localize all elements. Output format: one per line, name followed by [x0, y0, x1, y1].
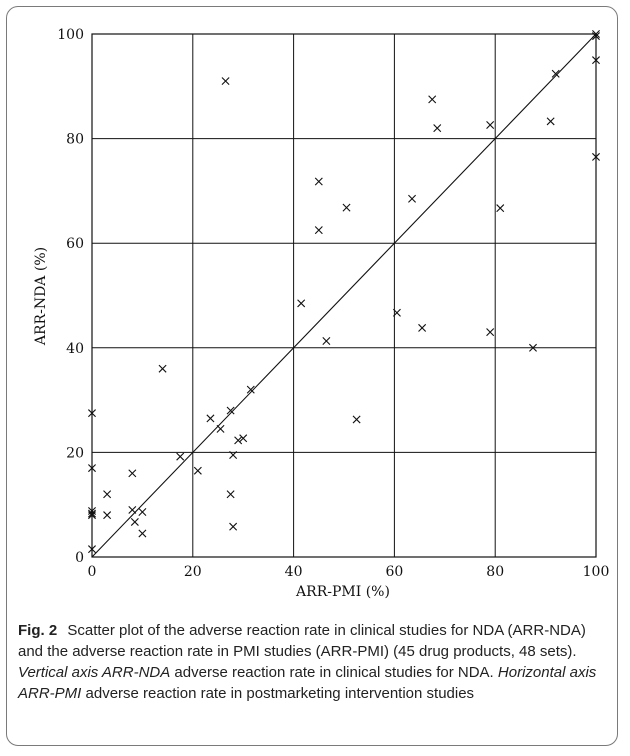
data-point	[428, 95, 437, 104]
data-point	[352, 415, 361, 424]
data-point	[408, 194, 417, 203]
caption-italic-2: Horizontal axis ARR-PMI	[18, 664, 597, 702]
x-tick-label: 0	[88, 564, 97, 580]
data-point	[529, 343, 537, 352]
x-tick-label: 100	[583, 564, 610, 580]
figure-frame	[6, 6, 618, 746]
x-tick-label: 20	[184, 564, 202, 580]
data-point	[158, 364, 167, 373]
data-point	[592, 56, 600, 65]
data-point	[246, 385, 255, 394]
data-point	[551, 69, 560, 78]
data-point	[130, 517, 139, 526]
caption-text-2: adverse reaction rate in clinical studie…	[174, 664, 494, 681]
data-point	[138, 508, 147, 517]
data-point	[592, 32, 600, 41]
data-point	[88, 511, 96, 520]
data-point	[88, 545, 96, 554]
x-tick-label: 60	[385, 564, 403, 580]
data-point	[128, 469, 137, 478]
data-point	[103, 490, 112, 499]
caption-text-3: adverse reaction rate in postmarketing i…	[85, 685, 475, 702]
y-tick-label: 20	[66, 445, 84, 461]
grid	[91, 33, 597, 558]
data-point	[206, 414, 215, 423]
y-tick-label: 60	[66, 236, 84, 252]
y-axis-label: ARR-NDA (%)	[33, 247, 49, 346]
data-point	[234, 436, 243, 445]
data-point	[239, 434, 248, 443]
caption-italic-1: Vertical axis ARR-NDA	[18, 664, 171, 681]
reference-line-group	[91, 33, 597, 558]
data-point	[138, 529, 147, 538]
data-point	[88, 409, 96, 418]
identity-line	[91, 33, 597, 558]
scatter-chart: 0 20 40 60 80 100 0 20 40 60 80 100 ARR-PMI (%) ARR…	[33, 27, 609, 600]
y-tick-label: 80	[66, 132, 84, 148]
y-tick-label: 0	[75, 550, 84, 566]
x-axis-label: ARR-PMI (%)	[295, 584, 390, 600]
caption-text-1: Scatter plot of the adverse reaction rat…	[18, 622, 586, 660]
data-point	[592, 152, 600, 161]
data-point	[496, 204, 505, 213]
data-point	[486, 121, 495, 129]
caption-fig-label: Fig. 2	[18, 622, 58, 639]
data-point	[314, 177, 323, 186]
y-tick-label: 40	[66, 341, 84, 357]
data-point	[418, 323, 427, 332]
data-point	[322, 337, 331, 345]
data-point	[88, 509, 96, 518]
data-point	[433, 124, 442, 133]
data-point	[486, 328, 495, 337]
data-point	[229, 451, 238, 460]
plot-border	[91, 33, 597, 558]
data-point	[314, 226, 323, 235]
data-point	[229, 522, 238, 531]
data-point	[103, 511, 112, 520]
data-point	[88, 464, 96, 473]
data-point	[221, 77, 230, 86]
data-point	[342, 203, 351, 212]
data-point	[226, 406, 235, 415]
points-group	[88, 30, 600, 554]
data-point	[592, 30, 600, 38]
figure-caption: Fig. 2 Scatter plot of the adverse react…	[18, 620, 614, 704]
y-tick-label: 100	[57, 27, 84, 43]
data-point	[193, 466, 202, 475]
x-tick-label: 40	[285, 564, 303, 580]
data-point	[176, 452, 185, 461]
data-point	[226, 490, 235, 499]
data-point	[297, 299, 306, 308]
data-point	[128, 505, 137, 514]
data-point	[392, 308, 401, 317]
data-point	[546, 117, 555, 126]
tick-labels: 0 20 40 60 80 100 0 20 40 60 80 100	[57, 27, 609, 580]
x-tick-label: 80	[486, 564, 504, 580]
data-point	[216, 424, 225, 433]
